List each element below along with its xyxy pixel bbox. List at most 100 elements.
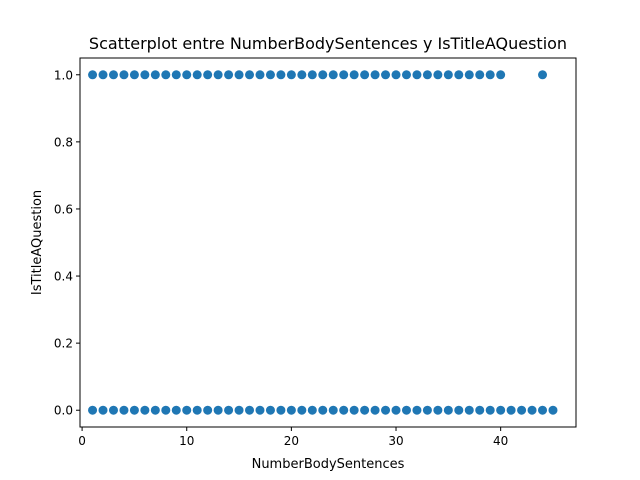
data-point	[182, 70, 192, 80]
data-point	[224, 405, 234, 415]
data-point	[391, 405, 401, 415]
data-point	[485, 70, 495, 80]
data-point	[140, 405, 150, 415]
data-point	[150, 70, 160, 80]
data-point	[538, 405, 548, 415]
x-tick-label: 0	[78, 434, 86, 448]
data-point	[224, 70, 234, 80]
data-point	[234, 405, 244, 415]
y-tick-label: 0.0	[54, 404, 73, 418]
data-point	[213, 405, 223, 415]
y-tick-label: 0.6	[54, 202, 73, 216]
data-point	[203, 70, 213, 80]
data-point	[108, 405, 118, 415]
plot-frame	[79, 57, 577, 428]
data-point	[265, 70, 275, 80]
data-point	[98, 405, 108, 415]
data-point	[245, 405, 255, 415]
data-point	[119, 405, 129, 415]
data-point	[475, 405, 485, 415]
data-point	[88, 405, 98, 415]
y-tick-label: 1.0	[54, 68, 73, 82]
data-point	[98, 70, 108, 80]
data-point	[454, 405, 464, 415]
data-point	[339, 70, 349, 80]
data-point	[391, 70, 401, 80]
data-point	[150, 405, 160, 415]
data-point	[496, 405, 506, 415]
data-point	[422, 70, 432, 80]
data-point	[307, 70, 317, 80]
data-point	[506, 405, 516, 415]
data-point	[422, 405, 432, 415]
data-point	[360, 405, 370, 415]
data-point	[412, 70, 422, 80]
data-point	[548, 405, 558, 415]
data-point	[307, 405, 317, 415]
x-axis-ticks: 0 10 20 30 40	[78, 427, 508, 448]
data-point	[129, 70, 139, 80]
data-point	[370, 70, 380, 80]
data-point	[401, 70, 411, 80]
data-point	[255, 70, 265, 80]
data-point	[276, 70, 286, 80]
data-point	[401, 405, 411, 415]
data-point	[517, 405, 527, 415]
data-point	[339, 405, 349, 415]
data-point	[349, 405, 359, 415]
data-point	[286, 405, 296, 415]
data-point	[255, 405, 265, 415]
data-point	[192, 405, 202, 415]
data-point	[349, 70, 359, 80]
data-point	[203, 405, 213, 415]
data-point	[464, 70, 474, 80]
y-axis-label: IsTitleAQuestion	[30, 190, 45, 295]
data-point	[213, 70, 223, 80]
data-point	[527, 405, 537, 415]
data-point	[276, 405, 286, 415]
data-point	[454, 70, 464, 80]
x-axis-label: NumberBodySentences	[252, 457, 405, 472]
data-point	[119, 70, 129, 80]
data-point	[360, 70, 370, 80]
data-point	[161, 405, 171, 415]
data-point	[433, 70, 443, 80]
data-point	[171, 70, 181, 80]
x-tick-label: 30	[388, 434, 403, 448]
data-point	[318, 405, 328, 415]
data-points	[88, 70, 558, 415]
data-point	[129, 405, 139, 415]
data-point	[108, 70, 118, 80]
data-point	[297, 405, 307, 415]
data-point	[161, 70, 171, 80]
data-point	[171, 405, 181, 415]
data-point	[328, 405, 338, 415]
data-point	[286, 70, 296, 80]
chart-title: Scatterplot entre NumberBodySentences y …	[89, 34, 567, 53]
y-axis-ticks: 0.0 0.2 0.4 0.6 0.8 1.0	[54, 68, 80, 418]
data-point	[88, 70, 98, 80]
data-point	[140, 70, 150, 80]
data-point	[234, 70, 244, 80]
data-point	[192, 70, 202, 80]
data-point	[496, 70, 506, 80]
data-point	[443, 405, 453, 415]
data-point	[381, 405, 391, 415]
y-tick-label: 0.2	[54, 337, 73, 351]
x-tick-label: 40	[493, 434, 508, 448]
data-point	[182, 405, 192, 415]
data-point	[433, 405, 443, 415]
data-point	[245, 70, 255, 80]
data-point	[297, 70, 307, 80]
data-point	[485, 405, 495, 415]
data-point	[328, 70, 338, 80]
x-tick-label: 10	[179, 434, 194, 448]
data-point	[265, 405, 275, 415]
data-point	[381, 70, 391, 80]
data-point	[318, 70, 328, 80]
x-tick-label: 20	[284, 434, 299, 448]
data-point	[464, 405, 474, 415]
data-point	[412, 405, 422, 415]
y-tick-label: 0.4	[54, 270, 73, 284]
